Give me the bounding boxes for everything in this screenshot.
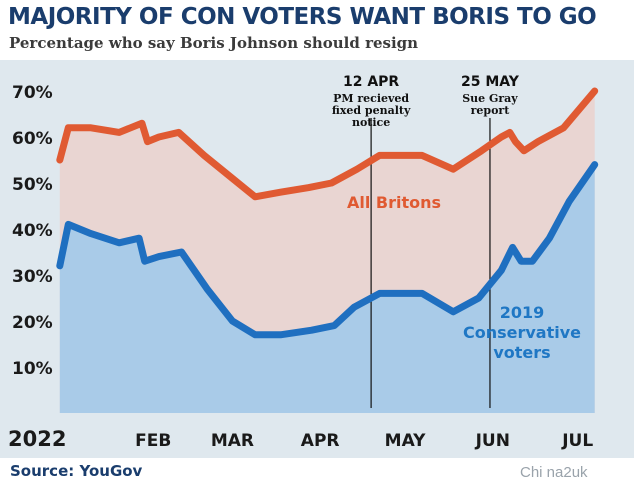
- annotation-head-0: 12 APR: [343, 74, 399, 90]
- y-tick-label-70: 70%: [12, 83, 53, 103]
- x-tick-label-feb: FEB: [135, 431, 171, 451]
- series-label-conservative-1: Conservative: [463, 323, 581, 342]
- x-tick-label-mar: MAR: [211, 431, 254, 451]
- x-tick-label-2022: 2022: [8, 427, 66, 451]
- y-tick-label-10: 10%: [12, 359, 53, 379]
- y-axis-ticks: 10% 20% 30% 40% 50% 60% 70%: [12, 83, 53, 379]
- series-label-conservative-0: 2019: [500, 303, 545, 322]
- chart-areas: [59, 91, 595, 413]
- annotation-head-1: 25 MAY: [461, 74, 520, 90]
- y-tick-label-40: 40%: [12, 221, 53, 241]
- line-conservative-voters: [56, 161, 599, 339]
- y-tick-label-60: 60%: [12, 129, 53, 149]
- series-label-conservative-2: voters: [493, 343, 550, 362]
- series-label-all-britons: All Britons: [347, 193, 441, 212]
- x-tick-label-jul: JUL: [561, 431, 593, 451]
- annotation-text-0-0: PM recieved: [333, 92, 409, 105]
- chart-subtitle: Percentage who say Boris Johnson should …: [9, 34, 419, 52]
- x-tick-label-apr: APR: [301, 431, 340, 451]
- y-tick-label-50: 50%: [12, 175, 53, 195]
- annotation-text-1-1: report: [471, 104, 511, 117]
- annotation-text-0-2: notice: [352, 116, 390, 129]
- watermark: Chi na2uk: [520, 464, 588, 481]
- header: MAJORITY OF CON VOTERS WANT BORIS TO GO …: [0, 0, 634, 60]
- area-conservative-voters: [59, 164, 595, 413]
- x-tick-label-jun: JUN: [475, 431, 510, 451]
- chart-lines: [56, 87, 599, 339]
- annotation-text-0-1: fixed penalty: [332, 104, 411, 117]
- y-tick-label-30: 30%: [12, 267, 53, 287]
- source-note: Source: YouGov: [10, 462, 143, 480]
- annotation-text-1-0: Sue Gray: [462, 92, 518, 105]
- chart-title: MAJORITY OF CON VOTERS WANT BORIS TO GO: [8, 4, 597, 30]
- x-axis-ticks: 2022 FEB MAR APR MAY JUN JUL: [8, 427, 593, 451]
- x-tick-label-may: MAY: [385, 431, 426, 451]
- line-all-britons: [56, 87, 599, 201]
- footer: [0, 458, 634, 486]
- y-tick-label-20: 20%: [12, 313, 53, 333]
